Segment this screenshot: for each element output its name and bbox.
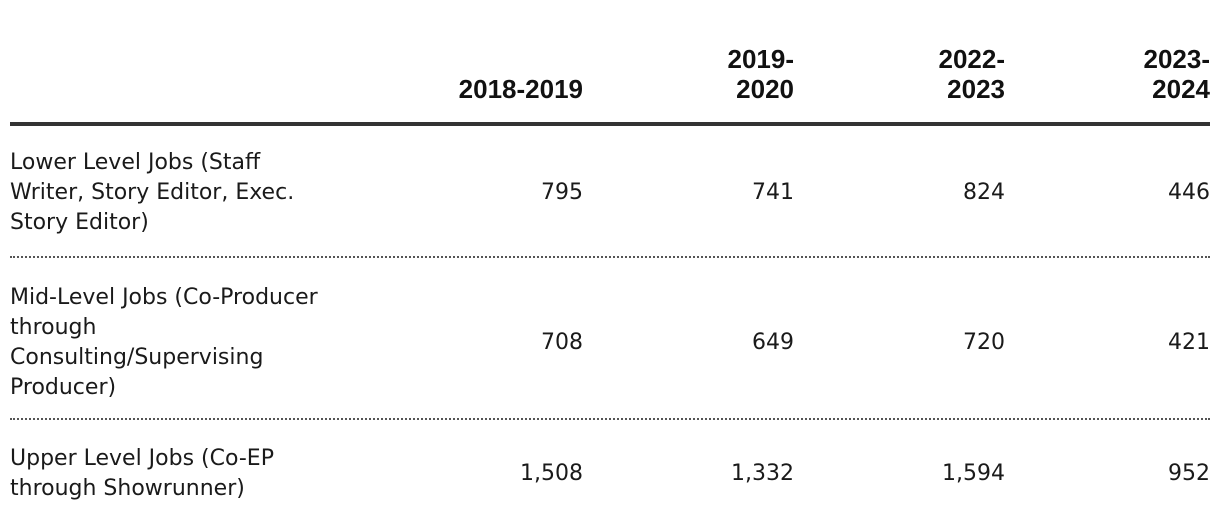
header-2018-2019: 2018-2019 (403, 74, 583, 104)
header-line: 2018-2019 (458, 74, 583, 104)
header-line: 2019- (727, 44, 795, 74)
cell-2023-2024: 421 (1168, 330, 1210, 355)
label-line: Mid-Level Jobs (Co-Producer (10, 285, 318, 310)
cell-2022-2023: 824 (963, 180, 1005, 205)
table-header: 2018-2019 2019- 2020 2022- 2023 2023- 20… (10, 0, 1210, 126)
header-line: 2023 (947, 74, 1005, 104)
label-line: Writer, Story Editor, Exec. (10, 180, 295, 205)
label-line: Story Editor) (10, 210, 149, 235)
cell-2018-2019: 1,508 (520, 461, 583, 486)
row-label: Lower Level Jobs (Staff Writer, Story Ed… (10, 148, 380, 238)
table-row-upper-level: Upper Level Jobs (Co-EP through Showrunn… (10, 420, 1210, 512)
cell-2023-2024: 446 (1168, 180, 1210, 205)
cell-2018-2019: 795 (541, 180, 583, 205)
label-line: through Showrunner) (10, 476, 245, 501)
row-label: Upper Level Jobs (Co-EP through Showrunn… (10, 444, 380, 504)
cell-2019-2020: 649 (752, 330, 794, 355)
label-line: Upper Level Jobs (Co-EP (10, 446, 274, 471)
header-2023-2024: 2023- 2024 (1090, 44, 1211, 104)
header-line: 2022- (938, 44, 1006, 74)
cell-2023-2024: 952 (1168, 461, 1210, 486)
header-line: 2020 (736, 74, 794, 104)
jobs-table: 2018-2019 2019- 2020 2022- 2023 2023- 20… (10, 0, 1210, 512)
cell-2022-2023: 1,594 (942, 461, 1005, 486)
header-2019-2020: 2019- 2020 (674, 44, 795, 104)
header-2022-2023: 2022- 2023 (885, 44, 1006, 104)
table-row-lower-level: Lower Level Jobs (Staff Writer, Story Ed… (10, 126, 1210, 258)
cell-2018-2019: 708 (541, 330, 583, 355)
row-label: Mid-Level Jobs (Co-Producer through Cons… (10, 283, 380, 403)
table-row-mid-level: Mid-Level Jobs (Co-Producer through Cons… (10, 258, 1210, 420)
label-line: Producer) (10, 375, 117, 400)
cell-2022-2023: 720 (963, 330, 1005, 355)
label-line: through (10, 315, 97, 340)
label-line: Consulting/Supervising (10, 345, 264, 370)
label-line: Lower Level Jobs (Staff (10, 150, 261, 175)
cell-2019-2020: 741 (752, 180, 794, 205)
header-line: 2023- (1143, 44, 1211, 74)
header-line: 2024 (1152, 74, 1210, 104)
cell-2019-2020: 1,332 (731, 461, 794, 486)
